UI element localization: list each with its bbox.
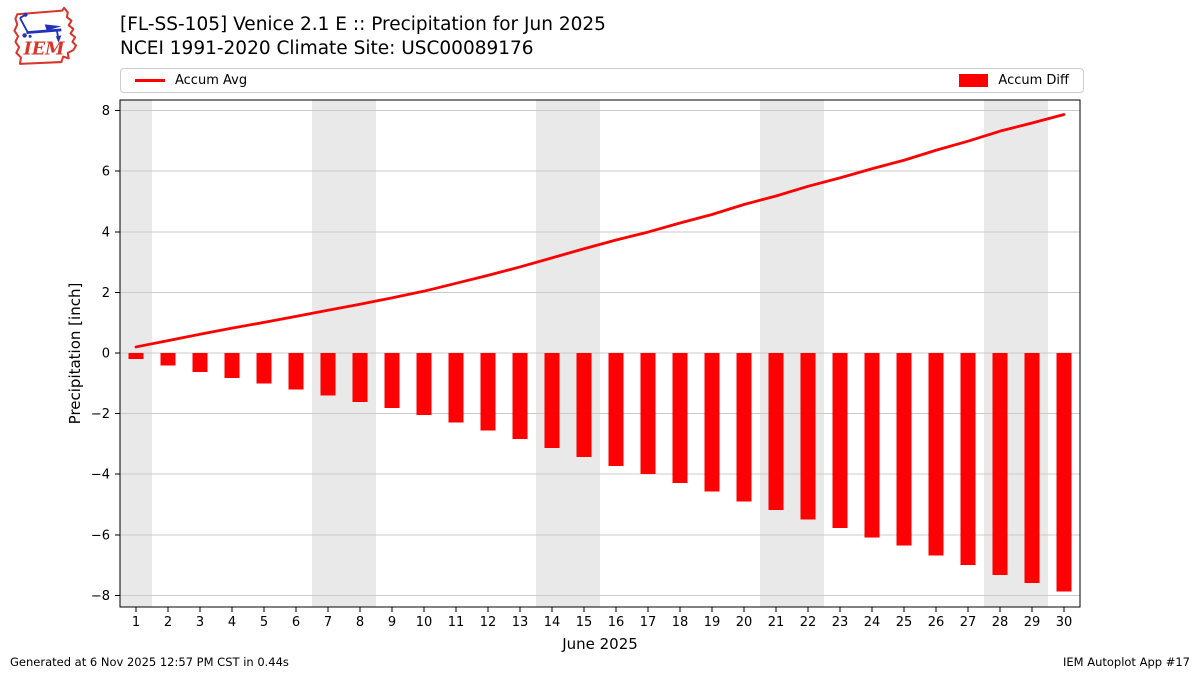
accum-diff-bar	[704, 353, 720, 492]
x-tick-label: 21	[768, 615, 785, 630]
accum-diff-bar	[256, 353, 272, 384]
x-tick-label: 13	[512, 615, 529, 630]
x-tick-label: 8	[356, 615, 364, 630]
x-tick-label: 11	[448, 615, 465, 630]
accum-diff-bar	[736, 353, 752, 502]
chart-subtitle: NCEI 1991-2020 Climate Site: USC00089176	[120, 38, 534, 59]
accum-diff-bar	[320, 353, 336, 396]
accum-diff-bar	[512, 353, 528, 440]
accum-diff-bar	[992, 353, 1008, 575]
x-axis-label: June 2025	[561, 635, 638, 653]
legend-item-accum-diff: Accum Diff	[959, 73, 1069, 88]
accum-diff-bar	[800, 353, 816, 520]
chart-legend: Accum Avg Accum Diff	[120, 68, 1084, 93]
x-tick-label: 24	[864, 615, 881, 630]
accum-diff-bar	[672, 353, 688, 484]
accum-diff-bar	[224, 353, 240, 378]
x-tick-label: 22	[800, 615, 817, 630]
accum-avg-line-swatch	[135, 79, 165, 82]
accum-diff-rect-swatch	[959, 74, 989, 87]
accum-diff-bar	[960, 353, 976, 565]
accum-diff-bar	[640, 353, 656, 474]
x-tick-label: 10	[416, 615, 433, 630]
y-tick-label: 4	[102, 225, 110, 240]
y-tick-label: −8	[91, 589, 110, 604]
y-tick-label: 2	[102, 286, 110, 301]
precipitation-chart: 1 2 3 4 5 6 7 8 9 10 11 12 13 14 15 16 17 18 19 20 21 22 23 24 2…	[66, 99, 1081, 653]
accum-diff-bar	[128, 353, 144, 360]
x-tick-label: 27	[960, 615, 977, 630]
y-tick-label: 6	[102, 165, 110, 180]
accum-diff-bar	[576, 353, 592, 458]
accum-diff-bar	[832, 353, 848, 529]
accum-diff-bar	[352, 353, 368, 402]
x-tick-label: 16	[608, 615, 625, 630]
x-tick-label: 7	[324, 615, 332, 630]
x-tick-label: 2	[164, 615, 172, 630]
x-tick-label: 25	[896, 615, 913, 630]
x-tick-label: 30	[1056, 615, 1073, 630]
iem-logo: IEM	[13, 6, 78, 65]
accum-diff-label: Accum Diff	[998, 73, 1069, 88]
logo-text: IEM	[23, 40, 65, 60]
chart-title-block: [FL-SS-105] Venice 2.1 E :: Precipitatio…	[120, 13, 606, 61]
accum-diff-bar	[1056, 353, 1072, 592]
x-tick-label: 15	[576, 615, 593, 630]
chart-title: [FL-SS-105] Venice 2.1 E :: Precipitatio…	[120, 14, 606, 35]
x-tick-label: 20	[736, 615, 753, 630]
x-tick-label: 5	[260, 615, 268, 630]
iowa-outline-icon	[13, 6, 78, 65]
accum-diff-bar	[448, 353, 464, 423]
x-tick-label: 1	[132, 615, 140, 630]
y-tick-label: 8	[102, 104, 110, 119]
accum-diff-bar	[416, 353, 432, 415]
x-tick-label: 3	[196, 615, 204, 630]
x-tick-label: 26	[928, 615, 945, 630]
x-tick-label: 29	[1024, 615, 1041, 630]
y-tick-label: −6	[91, 528, 110, 543]
x-tick-label: 23	[832, 615, 849, 630]
y-axis-label: Precipitation [inch]	[66, 283, 84, 425]
accum-diff-bar	[896, 353, 912, 546]
x-tick-label: 19	[704, 615, 721, 630]
legend-item-accum-avg: Accum Avg	[135, 73, 247, 88]
x-tick-label: 14	[544, 615, 561, 630]
x-tick-label: 6	[292, 615, 300, 630]
weather-vane-icon	[19, 12, 62, 43]
x-tick-label: 4	[228, 615, 236, 630]
accum-avg-line	[134, 113, 1066, 349]
y-tick-label: −2	[91, 407, 110, 422]
accum-diff-bar	[608, 353, 624, 467]
generated-timestamp: Generated at 6 Nov 2025 12:57 PM CST in …	[10, 655, 289, 669]
x-tick-label: 17	[640, 615, 657, 630]
accum-diff-bar	[928, 353, 944, 556]
accum-diff-bar	[1024, 353, 1040, 584]
accum-diff-bar	[768, 353, 784, 510]
y-tick-label: −4	[91, 468, 110, 483]
accum-diff-bar	[480, 353, 496, 431]
accum-diff-bar	[384, 353, 400, 409]
x-tick-label: 18	[672, 615, 689, 630]
accum-diff-bar	[160, 353, 176, 366]
accum-diff-bar	[288, 353, 304, 390]
x-tick-label: 12	[480, 615, 497, 630]
x-tick-label: 28	[992, 615, 1009, 630]
x-tick-label: 9	[388, 615, 396, 630]
accum-diff-bar	[192, 353, 208, 372]
y-tick-label: 0	[102, 347, 110, 362]
accum-diff-bar	[864, 353, 880, 538]
accum-avg-label: Accum Avg	[175, 73, 248, 88]
accum-diff-bar	[544, 353, 560, 449]
app-credit: IEM Autoplot App #17	[1062, 655, 1190, 669]
